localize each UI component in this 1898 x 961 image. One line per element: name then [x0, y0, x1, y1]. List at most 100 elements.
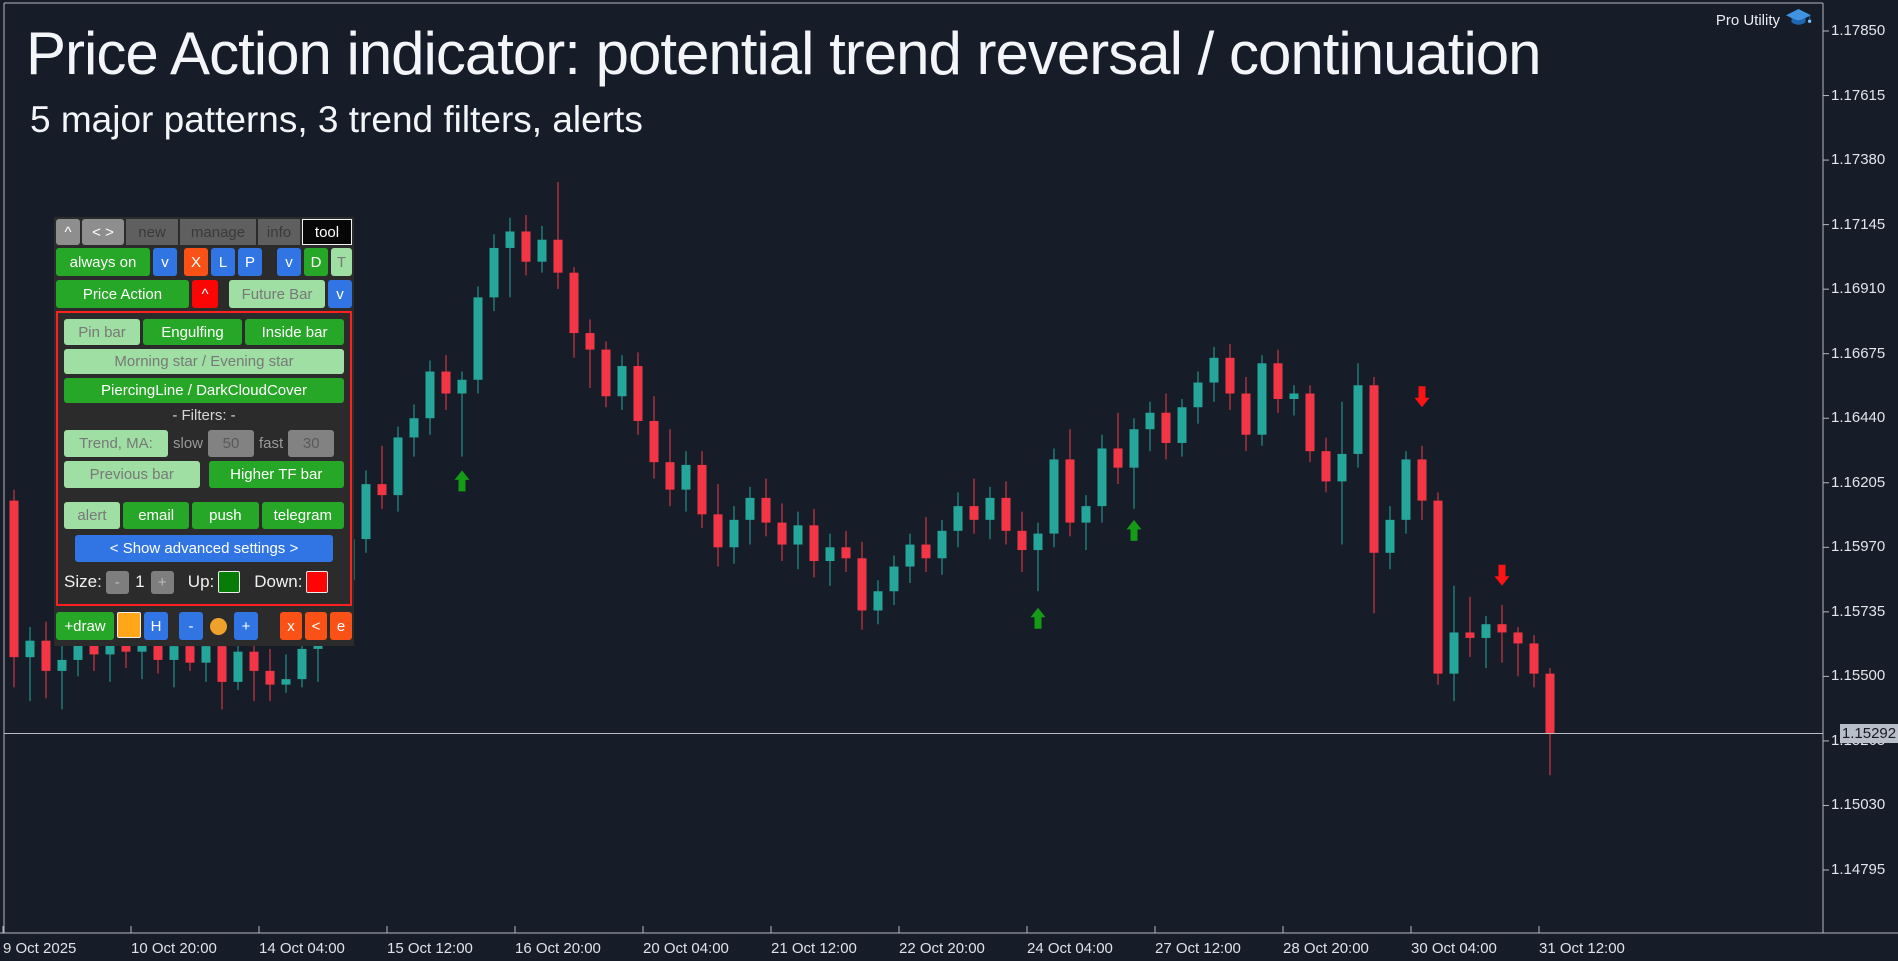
- piercing-darkcloud-toggle[interactable]: PiercingLine / DarkCloudCover: [64, 378, 344, 403]
- candle-down: [649, 420, 659, 463]
- collapse-section-button[interactable]: ^: [192, 280, 218, 308]
- tab-manage[interactable]: manage: [180, 219, 256, 245]
- price-tick-label: 1.15500: [1831, 667, 1886, 685]
- candle-up: [1481, 624, 1491, 638]
- d-toggle[interactable]: D: [304, 248, 328, 276]
- previous-bar-toggle[interactable]: Previous bar: [64, 461, 200, 488]
- candle-down: [713, 514, 723, 548]
- size-decrement-button[interactable]: -: [105, 570, 129, 594]
- tab-new[interactable]: new: [126, 219, 178, 245]
- candle-down: [1497, 624, 1507, 633]
- price-tick-label: 1.16910: [1831, 280, 1886, 298]
- indicator-panel: ^ < > new manage info tool always on v X…: [54, 217, 354, 646]
- engulfing-toggle[interactable]: Engulfing: [143, 319, 242, 345]
- candle-down: [1433, 500, 1443, 674]
- t-toggle[interactable]: T: [331, 248, 352, 276]
- panel-toggle[interactable]: P: [238, 248, 262, 276]
- higher-tf-bar-toggle[interactable]: Higher TF bar: [208, 461, 344, 488]
- page-title: Price Action indicator: potential trend …: [26, 20, 1542, 87]
- add-draw-button[interactable]: +draw: [56, 612, 114, 640]
- candle-down: [1305, 393, 1315, 452]
- tab-info[interactable]: info: [258, 219, 300, 245]
- slow-ma-input[interactable]: [208, 430, 255, 457]
- panel-move-button[interactable]: < >: [82, 219, 124, 245]
- telegram-toggle[interactable]: telegram: [261, 502, 345, 529]
- edit-drawing-button[interactable]: e: [330, 612, 352, 640]
- time-tick-label: 10 Oct 20:00: [131, 940, 217, 957]
- alert-toggle[interactable]: alert: [64, 502, 120, 529]
- buy-signal-arrow-icon[interactable]: [1030, 607, 1046, 629]
- candle-down: [921, 544, 931, 559]
- price-action-button[interactable]: Price Action: [56, 280, 189, 308]
- candle-down: [185, 646, 195, 663]
- morning-evening-star-toggle[interactable]: Morning star / Evening star: [64, 349, 344, 374]
- panel-main-row: Price Action ^ Future Bar v: [56, 280, 352, 308]
- price-tick-label: 1.16440: [1831, 409, 1886, 427]
- pro-utility-label: Pro Utility: [1715, 12, 1780, 29]
- show-advanced-settings-button[interactable]: < Show advanced settings >: [75, 535, 333, 562]
- time-tick-label: 24 Oct 04:00: [1027, 940, 1113, 957]
- pattern-settings-group: Pin bar Engulfing Inside bar Morning sta…: [56, 311, 352, 606]
- up-color-swatch[interactable]: [218, 571, 241, 593]
- price-tick-label: 1.15735: [1831, 602, 1886, 620]
- undo-drawing-button[interactable]: <: [305, 612, 327, 640]
- buy-signal-arrow-icon[interactable]: [454, 470, 470, 492]
- price-tick-label: 1.15030: [1831, 796, 1886, 814]
- horizontal-line-button[interactable]: H: [144, 612, 168, 640]
- inside-bar-toggle[interactable]: Inside bar: [245, 319, 344, 345]
- draw-minus-button[interactable]: -: [179, 612, 203, 640]
- candle-up: [105, 640, 115, 655]
- candle-up: [473, 297, 483, 380]
- draw-dot-indicator: [210, 617, 227, 635]
- candle-up: [1097, 448, 1107, 507]
- time-tick-label: 30 Oct 04:00: [1411, 940, 1497, 957]
- buy-signal-arrow-icon[interactable]: [1126, 519, 1142, 541]
- candle-down: [569, 272, 579, 334]
- candle-down: [1465, 632, 1475, 638]
- down-color-swatch[interactable]: [306, 571, 329, 593]
- future-bar-button[interactable]: Future Bar: [229, 280, 325, 308]
- candle-down: [1529, 643, 1539, 674]
- candle-up: [393, 437, 403, 496]
- candle-down: [41, 640, 51, 671]
- candle-up: [617, 366, 627, 397]
- sell-signal-arrow-icon[interactable]: [1414, 386, 1430, 408]
- tab-tool[interactable]: tool: [302, 219, 352, 245]
- close-button[interactable]: X: [184, 248, 208, 276]
- slow-label: slow: [173, 435, 204, 452]
- dropdown-button-1[interactable]: v: [153, 248, 177, 276]
- fast-ma-input[interactable]: [288, 430, 335, 457]
- future-bar-dropdown[interactable]: v: [328, 280, 352, 308]
- pin-bar-toggle[interactable]: Pin bar: [64, 319, 140, 345]
- candle-down: [9, 500, 19, 658]
- dropdown-button-2[interactable]: v: [277, 248, 301, 276]
- time-tick-label: 31 Oct 12:00: [1539, 940, 1625, 957]
- candle-up: [281, 679, 291, 685]
- candle-up: [1081, 506, 1091, 523]
- delete-drawing-button[interactable]: x: [280, 612, 302, 640]
- panel-collapse-button[interactable]: ^: [56, 219, 80, 245]
- trend-ma-toggle[interactable]: Trend, MA:: [64, 430, 168, 457]
- advanced-row: < Show advanced settings >: [64, 535, 344, 562]
- candle-down: [841, 547, 851, 559]
- always-on-toggle[interactable]: always on: [56, 248, 150, 276]
- fast-label: fast: [259, 435, 284, 452]
- time-tick-label: 15 Oct 12:00: [387, 940, 473, 957]
- candle-up: [729, 519, 739, 548]
- candle-up: [1353, 385, 1363, 454]
- panel-nav-row: ^ < > new manage info tool: [56, 219, 352, 245]
- candle-down: [121, 640, 131, 652]
- down-color-label: Down:: [254, 572, 303, 591]
- candle-up: [409, 418, 419, 438]
- draw-plus-button[interactable]: +: [234, 612, 258, 640]
- size-increment-button[interactable]: +: [150, 570, 174, 594]
- lines-toggle[interactable]: L: [211, 248, 235, 276]
- candle-down: [1321, 451, 1331, 482]
- push-toggle[interactable]: push: [192, 502, 259, 529]
- email-toggle[interactable]: email: [123, 502, 190, 529]
- draw-color-swatch[interactable]: [117, 612, 141, 638]
- candle-up: [233, 651, 243, 682]
- sell-signal-arrow-icon[interactable]: [1494, 564, 1510, 586]
